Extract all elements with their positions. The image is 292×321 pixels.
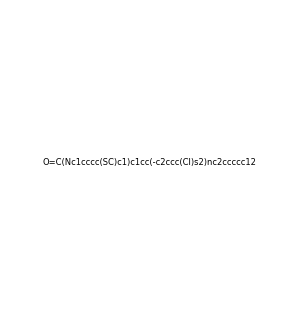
Text: O=C(Nc1cccc(SC)c1)c1cc(-c2ccc(Cl)s2)nc2ccccc12: O=C(Nc1cccc(SC)c1)c1cc(-c2ccc(Cl)s2)nc2c…	[43, 158, 257, 167]
